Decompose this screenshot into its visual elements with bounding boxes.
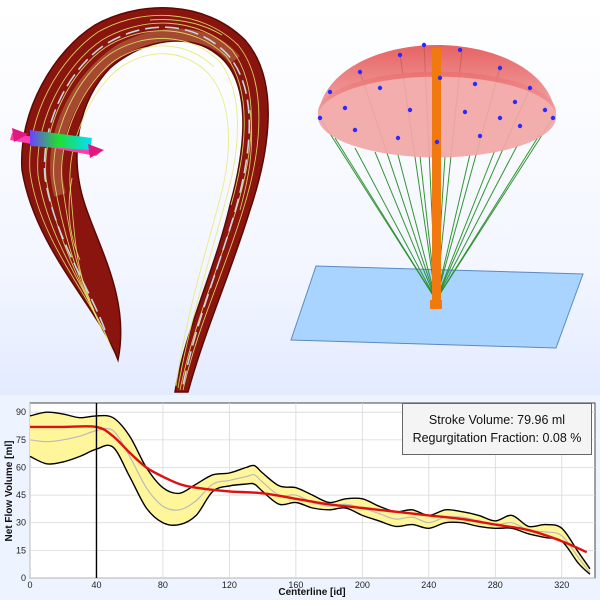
regurgitation-fraction-text: Regurgitation Fraction: 0.08 % — [412, 431, 582, 445]
x-tick-label: 320 — [554, 580, 569, 590]
fitted-trend-line — [29, 425, 588, 554]
x-tick-label: 240 — [421, 580, 436, 590]
stroke-volume-text: Stroke Volume: 79.96 ml — [428, 413, 566, 427]
vessel-render-svg — [10, 7, 584, 393]
aorta-centerline — [43, 26, 251, 391]
plane-flow-strip — [30, 130, 92, 150]
y-tick-label: 90 — [16, 407, 26, 417]
vessel-render-panel — [10, 7, 584, 393]
lower-bound-line — [29, 444, 591, 575]
dome-upper — [318, 45, 556, 117]
x-tick-label: 200 — [355, 580, 370, 590]
flow-chart-panel: 0 40 80 120 160 200 240 280 320 0 15 30 45 60 75 90 Cen… — [0, 395, 600, 600]
dome-sample-points — [317, 42, 556, 145]
aorta-wall — [21, 7, 269, 393]
aorta-vessel — [21, 7, 269, 393]
upper-bound-line — [29, 411, 591, 570]
y-tick-label: 0 — [21, 573, 26, 583]
cone-axis — [432, 48, 441, 306]
stats-box: Stroke Volume: 79.96 ml Regurgitation Fr… — [402, 403, 592, 455]
confidence-band — [30, 412, 590, 575]
x-axis-label: Centerline [id] — [278, 587, 345, 598]
cone-axis-base — [430, 300, 442, 309]
x-tick-label: 80 — [158, 580, 168, 590]
y-tick-label: 75 — [16, 435, 26, 445]
y-tick-label: 30 — [16, 518, 26, 528]
flow-cone-diagram — [290, 42, 584, 349]
plane-arrow-icon-right — [88, 144, 104, 158]
y-axis-label: Net Flow Volume [ml] — [4, 441, 15, 542]
x-tick-label: 120 — [222, 580, 237, 590]
plane-arrow-icon — [12, 128, 28, 142]
x-tick-label: 280 — [488, 580, 503, 590]
y-tick-label: 45 — [16, 490, 26, 500]
x-tick-label: 160 — [288, 580, 303, 590]
x-tick-label: 40 — [91, 580, 101, 590]
y-tick-label: 60 — [16, 462, 26, 472]
measurement-plane — [10, 128, 104, 158]
y-tick-label: 15 — [16, 545, 26, 555]
axis-ticks: 0 40 80 120 160 200 240 280 320 0 15 30 45 60 75 90 — [16, 407, 569, 590]
x-tick-label: 0 — [27, 580, 32, 590]
